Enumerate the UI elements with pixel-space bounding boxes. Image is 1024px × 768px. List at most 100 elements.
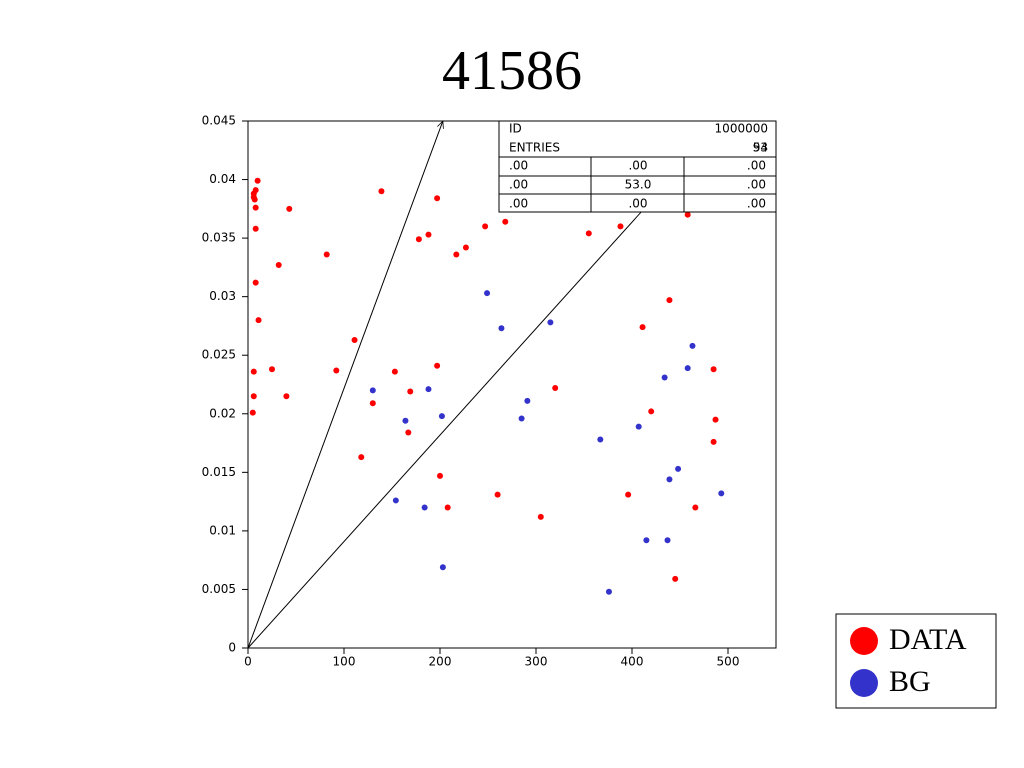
point xyxy=(710,366,717,373)
x-tick-label: 400 xyxy=(621,655,644,669)
point xyxy=(692,504,699,511)
x-tick-label: 300 xyxy=(525,655,548,669)
point xyxy=(518,415,525,422)
stats-frame xyxy=(498,120,777,213)
point xyxy=(415,236,422,243)
point xyxy=(437,472,443,479)
point xyxy=(444,504,451,511)
point xyxy=(251,196,258,203)
point xyxy=(482,223,489,230)
point xyxy=(547,319,554,326)
point xyxy=(407,388,414,395)
point xyxy=(392,497,399,504)
stats-value: 93 xyxy=(753,141,768,155)
point xyxy=(425,386,432,393)
point xyxy=(333,367,340,374)
stats-cell: .00 xyxy=(509,159,528,173)
point xyxy=(283,393,290,400)
point xyxy=(718,490,725,497)
point xyxy=(255,317,262,324)
point xyxy=(666,297,673,304)
point xyxy=(597,436,604,443)
point xyxy=(323,251,330,258)
chart-title: 41586 xyxy=(442,40,582,102)
point xyxy=(494,491,501,498)
stats-cell: .00 xyxy=(509,197,528,211)
point xyxy=(498,325,505,332)
point xyxy=(648,408,655,415)
x-tick-label: 200 xyxy=(429,655,452,669)
point xyxy=(378,188,385,195)
stats-cell: .00 xyxy=(509,178,528,192)
point xyxy=(684,211,691,218)
legend-swatch xyxy=(850,627,878,655)
y-tick-label: 0.015 xyxy=(202,465,236,479)
y-tick-label: 0.035 xyxy=(202,231,236,245)
x-tick-label: 100 xyxy=(333,655,356,669)
point xyxy=(252,187,259,194)
point xyxy=(524,397,531,404)
stats-cell: .00 xyxy=(628,159,647,173)
point xyxy=(661,374,668,381)
guide-arrow xyxy=(247,121,443,649)
stats-label: ENTRIES xyxy=(509,141,560,155)
point xyxy=(537,513,544,520)
legend-label: BG xyxy=(889,665,931,698)
point xyxy=(269,366,275,373)
stats-cell: .00 xyxy=(628,197,647,211)
point xyxy=(369,387,376,394)
point xyxy=(249,409,256,416)
point xyxy=(635,423,642,430)
stats-cell: .00 xyxy=(747,197,766,211)
point xyxy=(351,336,358,343)
point xyxy=(434,195,441,202)
point xyxy=(286,205,293,212)
y-tick-label: 0.005 xyxy=(202,582,236,596)
y-tick-label: 0.04 xyxy=(209,172,236,186)
stats-cell: .00 xyxy=(747,159,766,173)
point xyxy=(439,564,446,571)
stats-cell: .00 xyxy=(747,178,766,192)
stats-box: ID 1000000 ENTRIES 93 54 .00 .00 .00 .00 53.… xyxy=(498,120,777,213)
stats-cell: 53.0 xyxy=(625,178,652,192)
point xyxy=(405,429,412,436)
point xyxy=(710,438,717,445)
point xyxy=(672,575,679,582)
x-tick-label: 500 xyxy=(717,655,740,669)
point xyxy=(425,231,432,238)
point xyxy=(453,251,460,258)
point xyxy=(358,454,365,461)
point xyxy=(643,537,650,544)
point xyxy=(252,279,259,286)
point xyxy=(617,223,624,230)
point xyxy=(391,368,398,375)
point xyxy=(250,368,257,375)
stats-value: 54 xyxy=(753,141,768,155)
point xyxy=(689,342,696,349)
point xyxy=(254,177,261,184)
point xyxy=(402,417,409,424)
point xyxy=(369,400,376,407)
point xyxy=(684,365,691,372)
point xyxy=(664,537,671,544)
point xyxy=(438,413,445,420)
point xyxy=(552,385,559,392)
y-tick-label: 0.025 xyxy=(202,348,236,362)
point xyxy=(421,504,428,511)
y-tick-label: 0 xyxy=(228,641,236,655)
point xyxy=(462,244,469,251)
point xyxy=(275,262,282,269)
y-tick-label: 0.02 xyxy=(209,406,236,420)
point xyxy=(252,204,259,211)
legend-label: DATA xyxy=(889,623,967,656)
point xyxy=(712,416,719,423)
point xyxy=(666,476,673,483)
stats-label: ID xyxy=(509,122,522,136)
point xyxy=(484,290,491,297)
point xyxy=(605,588,612,595)
legend-swatch xyxy=(850,669,878,697)
point xyxy=(252,225,259,232)
point xyxy=(639,324,646,331)
stats-value: 1000000 xyxy=(715,122,768,136)
